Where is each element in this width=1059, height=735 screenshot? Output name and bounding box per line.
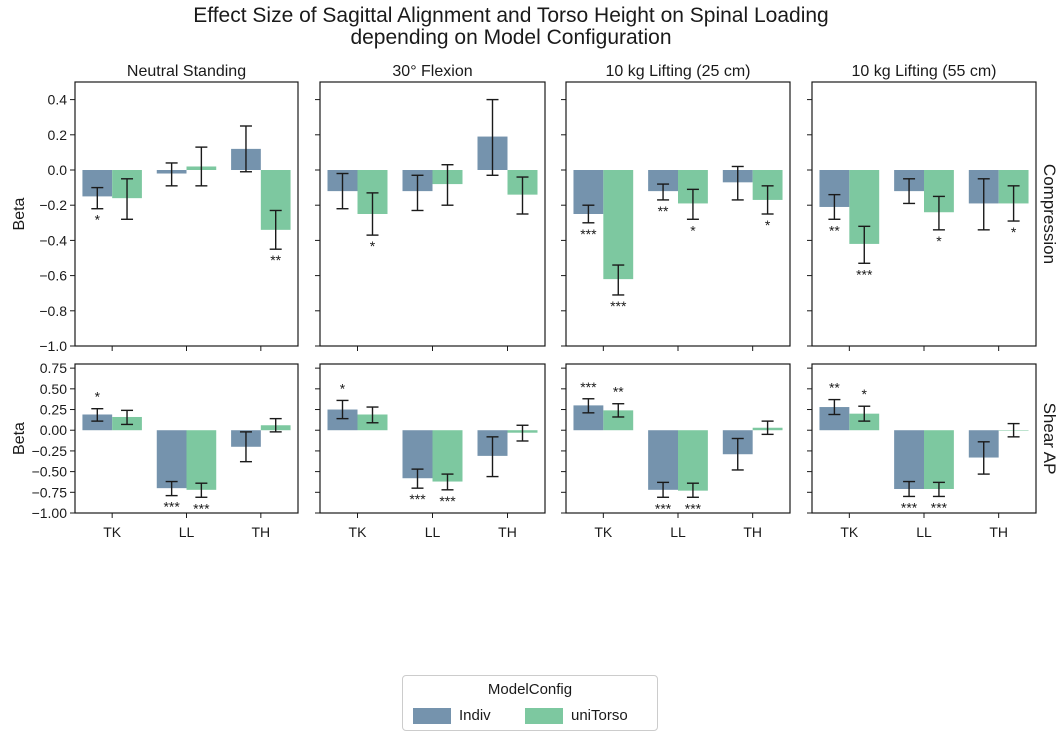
x-tick-label: TH (498, 524, 517, 540)
significance-label: * (95, 212, 101, 228)
x-tick-label: TK (103, 524, 122, 540)
column-title: 30° Flexion (392, 63, 472, 80)
x-tick-label: TH (251, 524, 270, 540)
y-tick-label: −0.25 (32, 443, 68, 459)
significance-label: *** (655, 500, 672, 516)
legend-swatch-unitorso (525, 707, 563, 724)
legend-item-unitorso: uniTorso (525, 707, 628, 724)
subplot-0-3: 10 kg Lifting (55 cm)******* (807, 63, 1037, 351)
bar-unitorso-ll (432, 430, 463, 482)
x-tick-label: TK (594, 524, 613, 540)
subplot-0-1: 30° Flexion * (315, 63, 546, 351)
x-tick-label: LL (916, 524, 932, 540)
bar-indiv-ll (648, 430, 678, 490)
y-axis-label: Beta (11, 422, 28, 455)
bar-unitorso-tk (603, 170, 634, 280)
subplot-1-1: **** ***TK LL TH (315, 363, 546, 540)
x-tick-label: TK (840, 524, 859, 540)
significance-label: * (765, 217, 771, 233)
legend-label-unitorso: uniTorso (571, 707, 628, 724)
y-tick-label: 0.75 (40, 360, 67, 376)
significance-label: *** (856, 266, 873, 282)
subplot-1-0: **** ***0.750.500.250.00−0.25−0.50−0.75−1… (32, 360, 299, 540)
subplot-0-0: Neutral Standing***0.40.20.0−0.2−0.4−0.6… (39, 63, 299, 354)
x-tick-label: TK (349, 524, 368, 540)
column-title: 10 kg Lifting (55 cm) (852, 63, 997, 80)
subplot-frame (811, 81, 1037, 347)
bar-indiv-ll (156, 430, 187, 489)
significance-label: ** (829, 380, 840, 396)
significance-label: ** (270, 252, 281, 268)
x-tick-label: TH (989, 524, 1008, 540)
significance-label: * (370, 238, 376, 254)
y-tick-label: −0.75 (32, 484, 68, 500)
y-tick-label: 0.00 (40, 422, 67, 438)
y-tick-label: −1.00 (32, 505, 68, 521)
y-tick-label: 0.25 (40, 402, 67, 418)
bar-indiv-tk (819, 407, 850, 431)
bar-unitorso-ll (186, 430, 217, 490)
significance-label: * (936, 233, 942, 249)
chart-subtitle: depending on Model Configuration (350, 26, 671, 49)
y-tick-label: 0.50 (40, 381, 67, 397)
subplot-1-3: *********TK LL TH (807, 363, 1037, 540)
significance-label: ** (658, 203, 669, 219)
significance-label: *** (439, 493, 456, 509)
significance-label: *** (610, 298, 627, 314)
x-tick-label: LL (670, 524, 686, 540)
bar-indiv-ll (648, 170, 678, 192)
bar-unitorso-tk (849, 413, 880, 431)
x-tick-label: TH (743, 524, 762, 540)
significance-label: *** (580, 226, 597, 242)
significance-label: * (690, 222, 696, 238)
bar-unitorso-ll (924, 430, 954, 489)
significance-label: * (340, 380, 346, 396)
significance-label: * (862, 386, 868, 402)
y-tick-label: 0.4 (48, 92, 68, 108)
column-title: 10 kg Lifting (25 cm) (606, 63, 751, 80)
significance-label: * (95, 389, 101, 405)
y-axis-label: Beta (11, 197, 28, 230)
significance-label: *** (901, 499, 918, 515)
y-tick-label: −0.4 (39, 232, 67, 248)
chart-title: Effect Size of Sagittal Alignment and To… (193, 4, 828, 27)
legend-item-indiv: Indiv (413, 707, 491, 724)
row-label: Compression (1040, 164, 1059, 264)
significance-label: * (1011, 224, 1017, 240)
x-tick-label: LL (179, 524, 195, 540)
legend-label-indiv: Indiv (459, 707, 491, 724)
y-tick-label: −0.6 (39, 268, 67, 284)
significance-label: ** (829, 222, 840, 238)
legend: ModelConfig Indiv uniTorso (402, 675, 658, 731)
subplot-0-2: 10 kg Lifting (25 cm)********* * (561, 63, 791, 351)
bar-unitorso-tk (603, 410, 634, 431)
bar-indiv-tk (82, 414, 113, 431)
legend-title: ModelConfig (487, 681, 573, 698)
plot-grid: Neutral Standing***0.40.20.0−0.2−0.4−0.6… (11, 63, 1059, 540)
x-tick-label: LL (425, 524, 441, 540)
significance-label: *** (580, 379, 597, 395)
subplot-frame (319, 81, 546, 347)
bar-indiv-tk (327, 409, 358, 431)
bar-indiv-ll (894, 430, 924, 489)
significance-label: *** (409, 491, 426, 507)
significance-label: *** (163, 499, 180, 515)
bar-unitorso-ll (678, 430, 708, 491)
significance-label: *** (193, 500, 210, 516)
y-tick-label: −0.8 (39, 303, 67, 319)
significance-label: *** (931, 499, 948, 515)
significance-label: ** (613, 384, 624, 400)
y-tick-label: 0.2 (48, 127, 68, 143)
y-tick-label: −1.0 (39, 338, 67, 354)
y-tick-label: −0.50 (32, 464, 68, 480)
y-tick-label: −0.2 (39, 197, 67, 213)
row-label: Shear AP (1040, 403, 1059, 475)
legend-swatch-indiv (413, 707, 451, 724)
subplot-1-2: ***********TK LL TH (561, 363, 791, 540)
significance-label: *** (685, 500, 702, 516)
y-tick-label: 0.0 (48, 162, 68, 178)
column-title: Neutral Standing (127, 63, 246, 80)
